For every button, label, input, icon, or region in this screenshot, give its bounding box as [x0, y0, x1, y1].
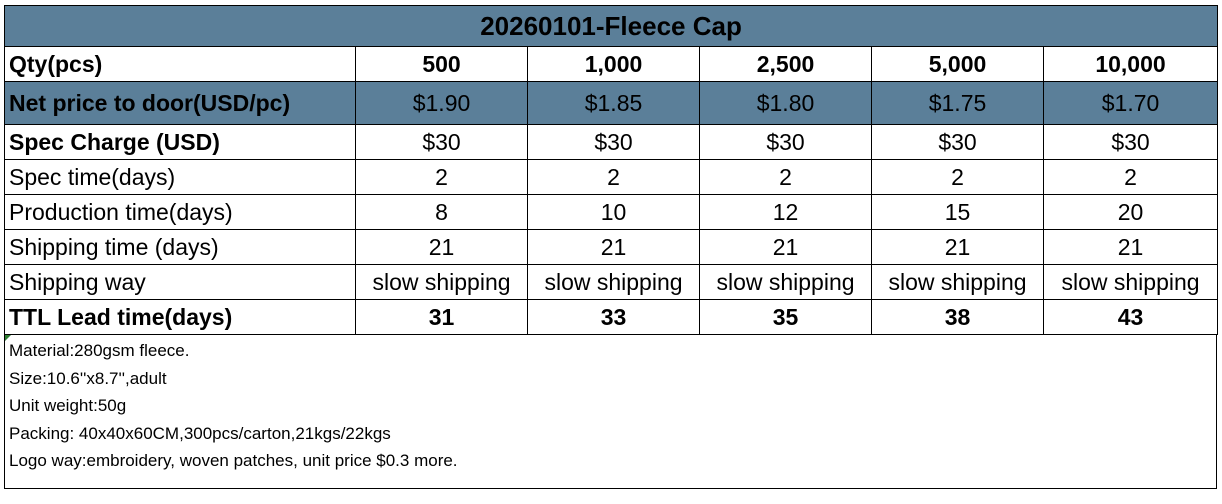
spec-charge-cell[interactable]: $30: [871, 124, 1044, 160]
shipping-time-cell[interactable]: 21: [871, 229, 1044, 265]
shipping-way-cell[interactable]: slow shipping: [1042, 264, 1219, 300]
ttl-lead-time-label[interactable]: TTL Lead time(days): [4, 299, 356, 335]
qty-cell[interactable]: 2,500: [699, 46, 872, 82]
net-price-cell[interactable]: $1.85: [527, 81, 700, 125]
shipping-way-cell[interactable]: slow shipping: [527, 264, 700, 300]
spec-time-cell[interactable]: 2: [527, 159, 700, 195]
note-packing: Packing: 40x40x60CM,300pcs/carton,21kgs/…: [9, 423, 391, 443]
qty-cell[interactable]: 10,000: [1042, 46, 1219, 82]
ttl-lead-time-row: TTL Lead time(days) 31 33 35 38 43: [4, 299, 1219, 335]
shipping-time-cell[interactable]: 21: [699, 229, 872, 265]
ttl-lead-time-cell[interactable]: 31: [355, 299, 528, 335]
qty-cell[interactable]: 5,000: [871, 46, 1044, 82]
spec-charge-cell[interactable]: $30: [699, 124, 872, 160]
note-material: Material:280gsm fleece.: [9, 341, 190, 360]
price-table: 20260101-Fleece Cap Qty(pcs) 500 1,000 2…: [3, 5, 1219, 335]
spec-time-row: Spec time(days) 2 2 2 2 2: [4, 159, 1219, 195]
spec-time-cell[interactable]: 2: [699, 159, 872, 195]
net-price-cell[interactable]: $1.80: [699, 81, 872, 125]
shipping-time-row: Shipping time (days) 21 21 21 21 21: [4, 229, 1219, 265]
spec-charge-cell[interactable]: $30: [355, 124, 528, 160]
ttl-lead-time-cell[interactable]: 43: [1042, 299, 1219, 335]
net-price-cell[interactable]: $1.70: [1042, 81, 1219, 125]
qty-cell[interactable]: 500: [355, 46, 528, 82]
note-size: Size:10.6''x8.7'',adult: [9, 368, 167, 388]
production-time-cell[interactable]: 12: [699, 194, 872, 230]
ttl-lead-time-cell[interactable]: 38: [871, 299, 1044, 335]
spec-time-label[interactable]: Spec time(days): [4, 159, 356, 195]
production-time-cell[interactable]: 8: [355, 194, 528, 230]
net-price-row: Net price to door(USD/pc) $1.90 $1.85 $1…: [4, 81, 1219, 125]
spec-charge-row: Spec Charge (USD) $30 $30 $30 $30 $30: [4, 124, 1219, 160]
production-time-row: Production time(days) 8 10 12 15 20: [4, 194, 1219, 230]
spec-time-cell[interactable]: 2: [871, 159, 1044, 195]
production-time-label[interactable]: Production time(days): [4, 194, 356, 230]
cell-comment-marker-icon: [5, 335, 11, 341]
qty-row: Qty(pcs) 500 1,000 2,500 5,000 10,000: [4, 46, 1219, 82]
note-logo-way: Logo way:embroidery, woven patches, unit…: [9, 451, 458, 470]
shipping-time-cell[interactable]: 21: [355, 229, 528, 265]
shipping-way-cell[interactable]: slow shipping: [699, 264, 872, 300]
note-unit-weight: Unit weight:50g: [9, 396, 127, 415]
production-time-cell[interactable]: 15: [871, 194, 1044, 230]
spec-charge-label[interactable]: Spec Charge (USD): [4, 124, 356, 160]
spec-time-cell[interactable]: 2: [355, 159, 528, 195]
qty-cell[interactable]: 1,000: [527, 46, 700, 82]
shipping-way-label[interactable]: Shipping way: [4, 264, 356, 300]
production-time-cell[interactable]: 10: [527, 194, 700, 230]
shipping-time-cell[interactable]: 21: [527, 229, 700, 265]
net-price-label[interactable]: Net price to door(USD/pc): [4, 81, 356, 125]
quote-sheet: 20260101-Fleece Cap Qty(pcs) 500 1,000 2…: [3, 5, 1219, 489]
shipping-time-cell[interactable]: 21: [1042, 229, 1219, 265]
net-price-cell[interactable]: $1.75: [871, 81, 1044, 125]
spec-time-cell[interactable]: 2: [1042, 159, 1219, 195]
shipping-way-cell[interactable]: slow shipping: [355, 264, 528, 300]
net-price-cell[interactable]: $1.90: [355, 81, 528, 125]
shipping-time-label[interactable]: Shipping time (days): [4, 229, 356, 265]
title-row: 20260101-Fleece Cap: [3, 5, 1219, 47]
shipping-way-row: Shipping way slow shipping slow shipping…: [4, 264, 1219, 300]
spec-charge-cell[interactable]: $30: [527, 124, 700, 160]
shipping-way-cell[interactable]: slow shipping: [871, 264, 1044, 300]
sheet-title[interactable]: 20260101-Fleece Cap: [3, 5, 1219, 47]
production-time-cell[interactable]: 20: [1042, 194, 1219, 230]
ttl-lead-time-cell[interactable]: 35: [699, 299, 872, 335]
notes-cell[interactable]: Material:280gsm fleece. Size:10.6''x8.7'…: [4, 335, 1217, 489]
ttl-lead-time-cell[interactable]: 33: [527, 299, 700, 335]
spec-charge-cell[interactable]: $30: [1042, 124, 1219, 160]
qty-label[interactable]: Qty(pcs): [4, 46, 356, 82]
